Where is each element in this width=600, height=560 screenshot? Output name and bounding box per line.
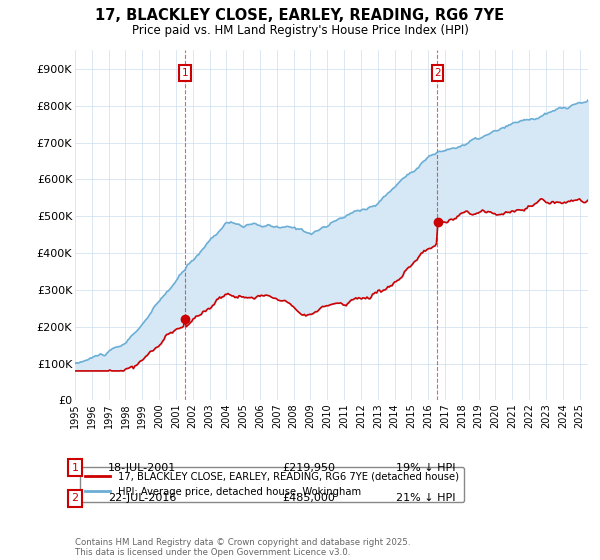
Text: 1: 1 (71, 463, 79, 473)
Text: 21% ↓ HPI: 21% ↓ HPI (396, 493, 455, 503)
Text: Contains HM Land Registry data © Crown copyright and database right 2025.
This d: Contains HM Land Registry data © Crown c… (75, 538, 410, 557)
Text: 18-JUL-2001: 18-JUL-2001 (108, 463, 176, 473)
Text: 19% ↓ HPI: 19% ↓ HPI (396, 463, 455, 473)
Text: 22-JUL-2016: 22-JUL-2016 (108, 493, 176, 503)
Text: £219,950: £219,950 (282, 463, 335, 473)
Text: 2: 2 (434, 68, 441, 78)
Text: 2: 2 (71, 493, 79, 503)
Text: Price paid vs. HM Land Registry's House Price Index (HPI): Price paid vs. HM Land Registry's House … (131, 24, 469, 36)
Text: 1: 1 (182, 68, 188, 78)
Legend: 17, BLACKLEY CLOSE, EARLEY, READING, RG6 7YE (detached house), HPI: Average pric: 17, BLACKLEY CLOSE, EARLEY, READING, RG6… (80, 466, 464, 502)
Text: 17, BLACKLEY CLOSE, EARLEY, READING, RG6 7YE: 17, BLACKLEY CLOSE, EARLEY, READING, RG6… (95, 8, 505, 24)
Text: £485,000: £485,000 (282, 493, 335, 503)
